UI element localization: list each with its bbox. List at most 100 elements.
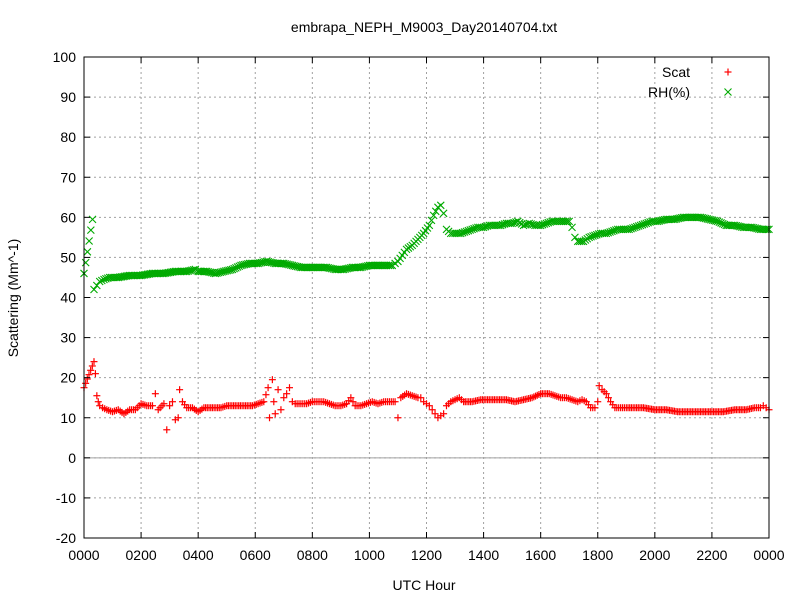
data-point [277,406,285,414]
data-point [378,398,386,406]
data-point [638,220,647,229]
data-point [491,221,499,230]
x-tick-label: 1600 [525,547,556,563]
data-point [429,211,438,220]
data-point [174,414,182,422]
data-point [559,217,568,226]
data-point [266,414,274,422]
data-point [389,398,397,406]
data-point [538,220,547,229]
y-tick-label: 50 [60,249,76,265]
data-point [725,221,734,230]
data-point [444,227,453,236]
data-point [283,390,291,398]
data-point [530,393,538,401]
data-point [95,277,104,286]
x-axis-label: UTC Hour [392,577,455,593]
data-point [384,261,393,270]
data-point [518,396,526,404]
data-point [691,213,700,222]
data-point [124,407,132,415]
legend-label-scat: Scat [662,64,690,80]
y-tick-label: 20 [60,370,76,386]
legend: Scat RH(%) [648,64,732,100]
data-point [532,392,540,400]
data-point [351,263,360,272]
x-tick-label: 0200 [126,547,157,563]
data-point [225,266,233,275]
data-point [252,400,260,408]
data-point [763,225,772,234]
data-point [566,395,574,403]
data-point [533,391,541,399]
data-point [112,406,120,414]
data-point [549,391,557,399]
data-point [187,266,196,275]
y-tick-label: 80 [60,129,76,145]
data-point [449,397,457,405]
data-point [682,213,691,222]
data-point [487,221,496,230]
data-point [166,268,175,277]
data-point [627,224,635,233]
data-point [604,394,612,402]
data-point [718,219,727,228]
data-point [247,402,255,410]
data-point [166,402,174,410]
data-point [274,386,282,394]
data-point [610,226,618,235]
data-point [428,406,436,414]
y-tick-label: 60 [60,209,76,225]
data-point [580,397,588,405]
data-point [560,394,568,402]
data-point [306,398,314,406]
data-point [83,375,91,383]
data-point [761,225,770,234]
y-tick-label: 100 [53,49,77,65]
y-tick-label: 30 [60,330,76,346]
data-point [368,261,377,270]
data-point [300,263,309,272]
data-point [510,218,518,227]
data-point [189,265,198,274]
data-point [481,222,490,231]
data-point [396,254,404,263]
data-point [88,362,96,370]
y-tick-label: 90 [60,89,76,105]
data-point [457,396,465,404]
data-point [544,390,552,398]
legend-label-rh: RH(%) [648,84,690,100]
data-point [318,398,326,406]
data-point [565,217,574,226]
data-point [427,216,436,225]
data-point [329,401,337,409]
x-tick-label: 1200 [411,547,442,563]
legend-marker-scat [724,68,732,76]
data-point [286,384,293,392]
data-point [464,226,473,235]
data-point [271,410,279,418]
x-tick-label: 0800 [297,547,328,563]
data-point [377,261,386,270]
data-point [600,388,608,396]
data-point [280,394,288,402]
data-point [91,370,99,378]
data-point [141,401,149,409]
data-point [301,400,309,408]
data-point [568,223,576,232]
data-point [90,358,98,366]
data-point [544,218,553,227]
y-tick-label: -20 [56,530,76,546]
data-point [198,405,206,413]
data-point [341,400,349,408]
data-point [489,221,497,230]
x-tick-label: 1800 [582,547,613,563]
data-point [88,215,97,224]
x-tick-label: 0000 [753,547,784,563]
data-point [557,217,566,226]
data-point [412,393,420,401]
data-point [439,209,448,218]
data-point [594,398,602,406]
data-point [440,410,448,418]
